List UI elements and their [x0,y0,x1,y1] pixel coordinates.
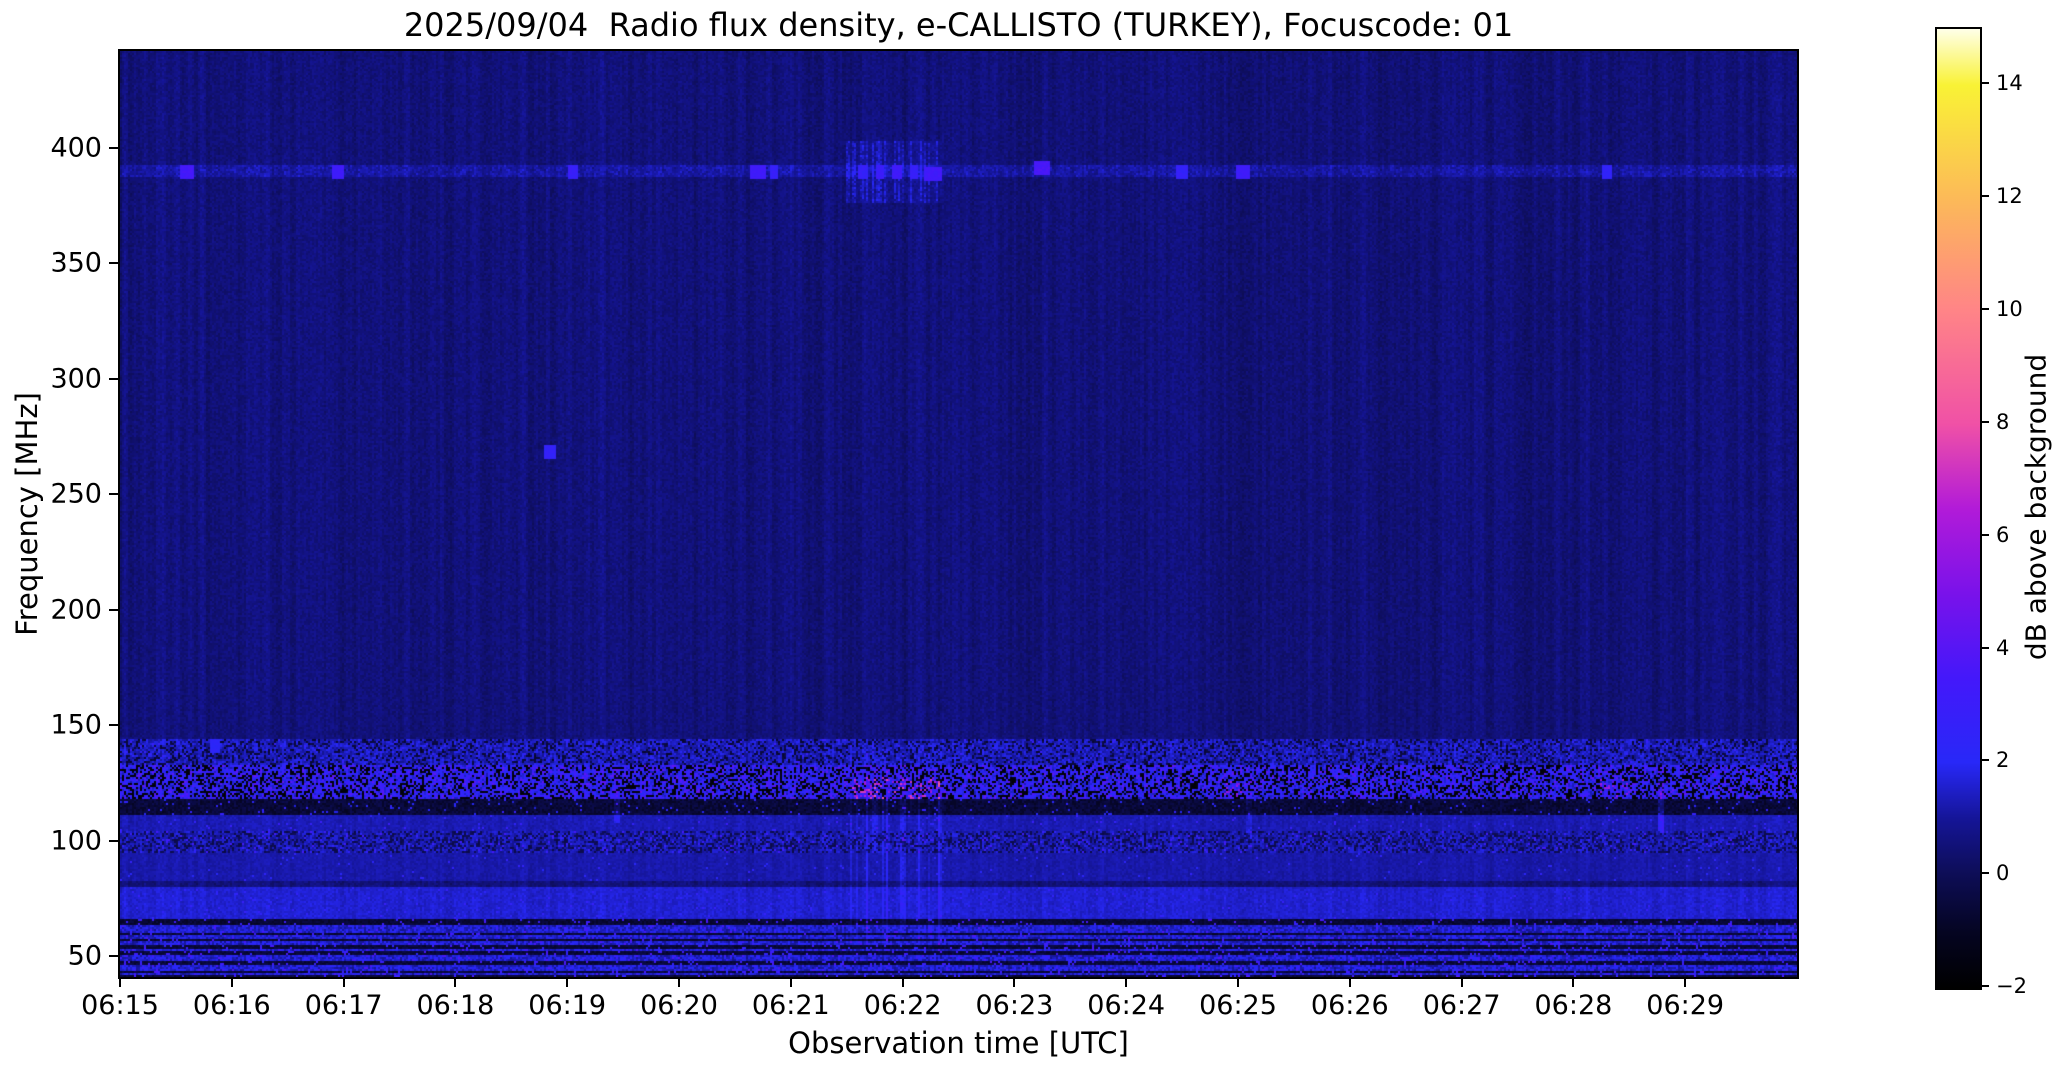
x-tick-label: 06:29 [1646,990,1725,1021]
colorbar-tick-mark [1980,533,1989,536]
y-tick-label: 350 [50,247,102,279]
x-tick-mark [230,977,233,987]
x-tick-label: 06:25 [1199,990,1277,1021]
x-tick-label: 06:16 [192,990,271,1021]
y-tick-mark [109,839,120,842]
colorbar-tick-label: 6 [1996,522,2010,547]
x-tick-mark [119,977,121,987]
colorbar-tick-label: 2 [1996,748,2010,773]
colorbar-tick-mark [1980,646,1989,649]
colorbar [1935,27,1982,990]
x-tick-mark [566,977,569,987]
colorbar-tick-mark [1980,759,1989,762]
y-tick-label: 400 [50,132,102,164]
x-tick-label: 06:18 [416,990,495,1021]
chart-title: 2025/09/04 Radio flux density, e-CALLIST… [403,6,1514,44]
x-tick-mark [342,977,345,987]
colorbar-tick-mark [1980,82,1989,85]
colorbar-label: dB above background [2019,353,2053,661]
x-tick-label: 06:20 [640,990,718,1021]
y-axis-label: Frequency [MHz] [10,392,44,636]
x-tick-mark [1125,977,1128,987]
colorbar-tick-label: 12 [1996,184,2023,209]
colorbar-tick-label: 0 [1996,861,2010,886]
x-tick-label: 06:19 [528,990,607,1021]
x-axis-label: Observation time [UTC] [788,1026,1129,1060]
colorbar-tick-mark [1980,195,1989,198]
x-tick-mark [1013,977,1016,987]
y-tick-mark [109,493,120,496]
x-tick-label: 06:24 [1087,990,1166,1021]
x-tick-mark [678,977,680,987]
y-tick-mark [109,262,120,265]
y-tick-mark [109,724,120,727]
y-tick-label: 200 [50,594,102,626]
x-tick-label: 06:23 [975,990,1054,1021]
y-tick-label: 100 [50,825,102,857]
colorbar-tick-label: 4 [1996,635,2010,660]
y-tick-label: 300 [50,363,102,395]
colorbar-tick-mark [1980,420,1989,423]
x-tick-label: 06:17 [304,990,383,1021]
spectrogram-canvas [120,51,1797,977]
x-tick-label: 06:27 [1422,990,1501,1021]
x-tick-mark [1684,977,1687,987]
x-tick-label: 06:21 [751,990,830,1021]
y-tick-mark [109,377,120,380]
x-tick-mark [901,977,904,987]
colorbar-tick-mark [1980,308,1989,311]
y-tick-label: 150 [50,709,102,741]
y-tick-label: 250 [50,478,102,510]
y-tick-label: 50 [67,940,102,972]
colorbar-tick-mark [1980,872,1989,875]
colorbar-tick-mark [1980,985,1989,987]
colorbar-tick-label: 8 [1996,409,2010,434]
x-tick-mark [1237,977,1239,987]
colorbar-tick-label: 10 [1996,297,2023,322]
spectrogram-plot-area [118,49,1799,979]
x-tick-mark [789,977,792,987]
x-tick-label: 06:28 [1534,990,1613,1021]
colorbar-tick-label: −2 [1996,974,2027,998]
colorbar-tick-label: 14 [1996,71,2023,96]
y-tick-mark [109,955,120,958]
y-tick-mark [109,608,120,611]
x-tick-mark [1348,977,1351,987]
x-tick-mark [1460,977,1463,987]
x-tick-mark [454,977,457,987]
x-tick-label: 06:22 [863,990,942,1021]
x-tick-mark [1572,977,1575,987]
x-tick-label: 06:26 [1310,990,1389,1021]
y-tick-mark [109,146,120,149]
x-tick-label: 06:15 [81,990,159,1021]
